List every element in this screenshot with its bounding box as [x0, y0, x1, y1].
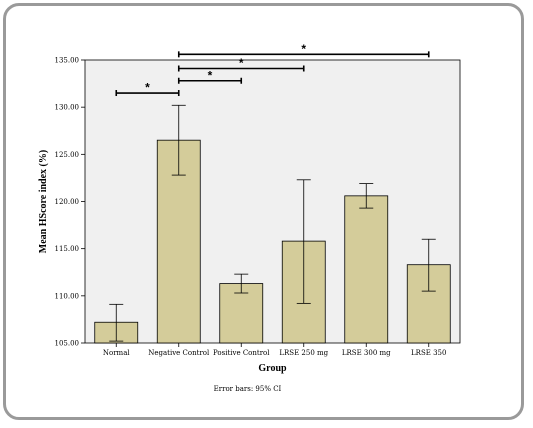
y-axis: 105.00 110.00 115.00 120.00 125.00 130.00 135.…: [55, 57, 85, 348]
significance-star: *: [145, 81, 150, 95]
category-label: Positive Control: [213, 349, 270, 357]
x-axis: Normal Negative Control Positive Control LR…: [103, 343, 446, 357]
error-bar: [109, 303, 124, 342]
error-bar: [171, 104, 186, 176]
significance-bracket: *: [115, 81, 180, 97]
error-bars-note: Error bars: 95% CI: [214, 385, 282, 393]
y-tick-label: 130.00: [55, 104, 80, 112]
category-label: LRSE 350: [411, 349, 446, 357]
category-label: LRSE 250 mg: [279, 349, 328, 357]
significance-bracket: *: [177, 68, 243, 84]
error-bar: [234, 273, 249, 294]
significance-bracket: *: [177, 56, 305, 72]
y-tick-label: 105.00: [55, 340, 80, 348]
plot-area: [84, 59, 461, 344]
y-tick-label: 115.00: [55, 245, 80, 253]
category-label: Normal: [103, 349, 130, 357]
category-label: LRSE 300 mg: [342, 349, 391, 357]
error-bar: [421, 238, 436, 292]
significance-bracket: *: [177, 42, 430, 58]
error-bars: [109, 104, 436, 342]
y-tick-label: 125.00: [55, 151, 80, 159]
y-tick-label: 110.00: [55, 292, 80, 300]
x-axis-title: Group: [258, 363, 287, 374]
y-tick-label: 135.00: [55, 57, 80, 65]
category-label: Negative Control: [148, 349, 210, 357]
y-axis-title: Mean HScore index (%): [38, 150, 49, 253]
significance-brackets: * * * *: [115, 42, 430, 97]
bar: [344, 195, 389, 344]
significance-star: *: [208, 68, 213, 82]
error-bar: [296, 179, 311, 304]
y-tick-label: 120.00: [55, 198, 80, 206]
error-bar: [359, 183, 374, 209]
significance-star: *: [301, 42, 306, 56]
significance-star: *: [239, 56, 244, 70]
